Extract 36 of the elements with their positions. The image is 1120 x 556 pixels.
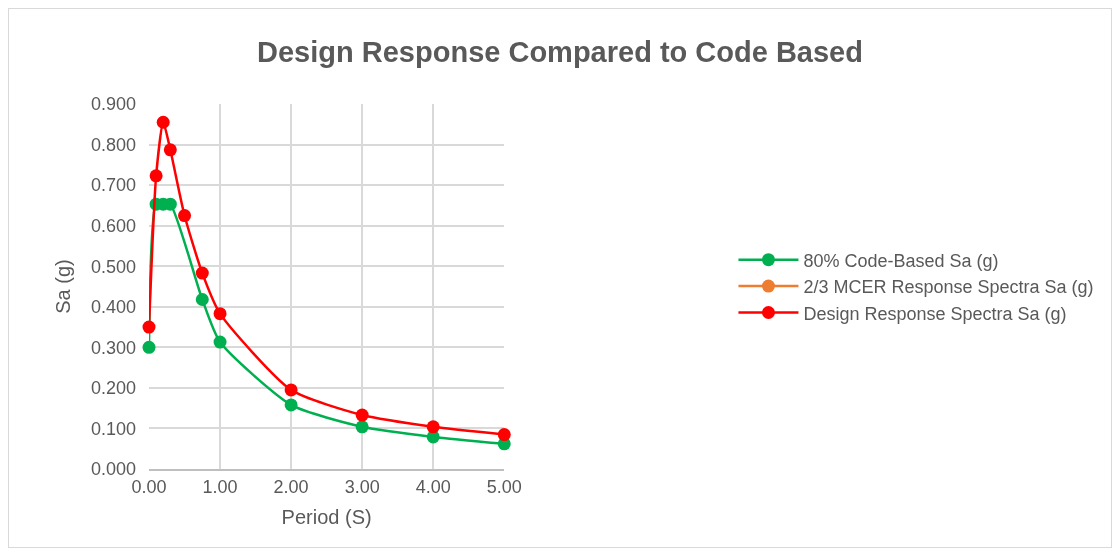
x-tick-label: 1.00 bbox=[202, 476, 238, 497]
legend-label: 2/3 MCER Response Spectra Sa (g) bbox=[803, 277, 1094, 298]
y-tick-label: 0.500 bbox=[90, 256, 136, 277]
point bbox=[497, 428, 511, 442]
y-tick-label: 0.700 bbox=[90, 175, 136, 196]
x-tick-label: 3.00 bbox=[344, 476, 380, 497]
y-tick-label: 0.300 bbox=[90, 337, 136, 358]
legend-label: 80% Code-Based Sa (g) bbox=[803, 250, 999, 271]
point bbox=[195, 266, 209, 280]
legend-label: Design Response Spectra Sa (g) bbox=[803, 303, 1067, 324]
point bbox=[284, 398, 298, 412]
x-tick-label: 4.00 bbox=[415, 476, 451, 497]
y-axis-title: Sa (g) bbox=[52, 259, 75, 314]
point bbox=[195, 292, 209, 306]
point bbox=[355, 420, 369, 434]
point bbox=[355, 408, 369, 422]
x-axis-title: Period (S) bbox=[281, 505, 372, 528]
point bbox=[142, 320, 156, 334]
point bbox=[149, 169, 163, 183]
point bbox=[163, 143, 177, 157]
chart-title: Design Response Compared to Code Based bbox=[257, 35, 863, 68]
y-tick-label: 0.100 bbox=[90, 418, 136, 439]
x-tick-label: 5.00 bbox=[486, 476, 522, 497]
point bbox=[426, 420, 440, 434]
point bbox=[284, 383, 298, 397]
point bbox=[213, 335, 227, 349]
x-tick-label: 2.00 bbox=[273, 476, 309, 497]
point bbox=[156, 115, 170, 129]
y-tick-label: 0.800 bbox=[90, 134, 136, 155]
point bbox=[213, 307, 227, 321]
y-tick-label: 0.400 bbox=[90, 297, 136, 318]
point bbox=[142, 340, 156, 354]
y-tick-label: 0.200 bbox=[90, 378, 136, 399]
y-tick-label: 0.900 bbox=[90, 94, 136, 115]
point bbox=[178, 209, 192, 223]
y-tick-label: 0.600 bbox=[90, 215, 136, 236]
